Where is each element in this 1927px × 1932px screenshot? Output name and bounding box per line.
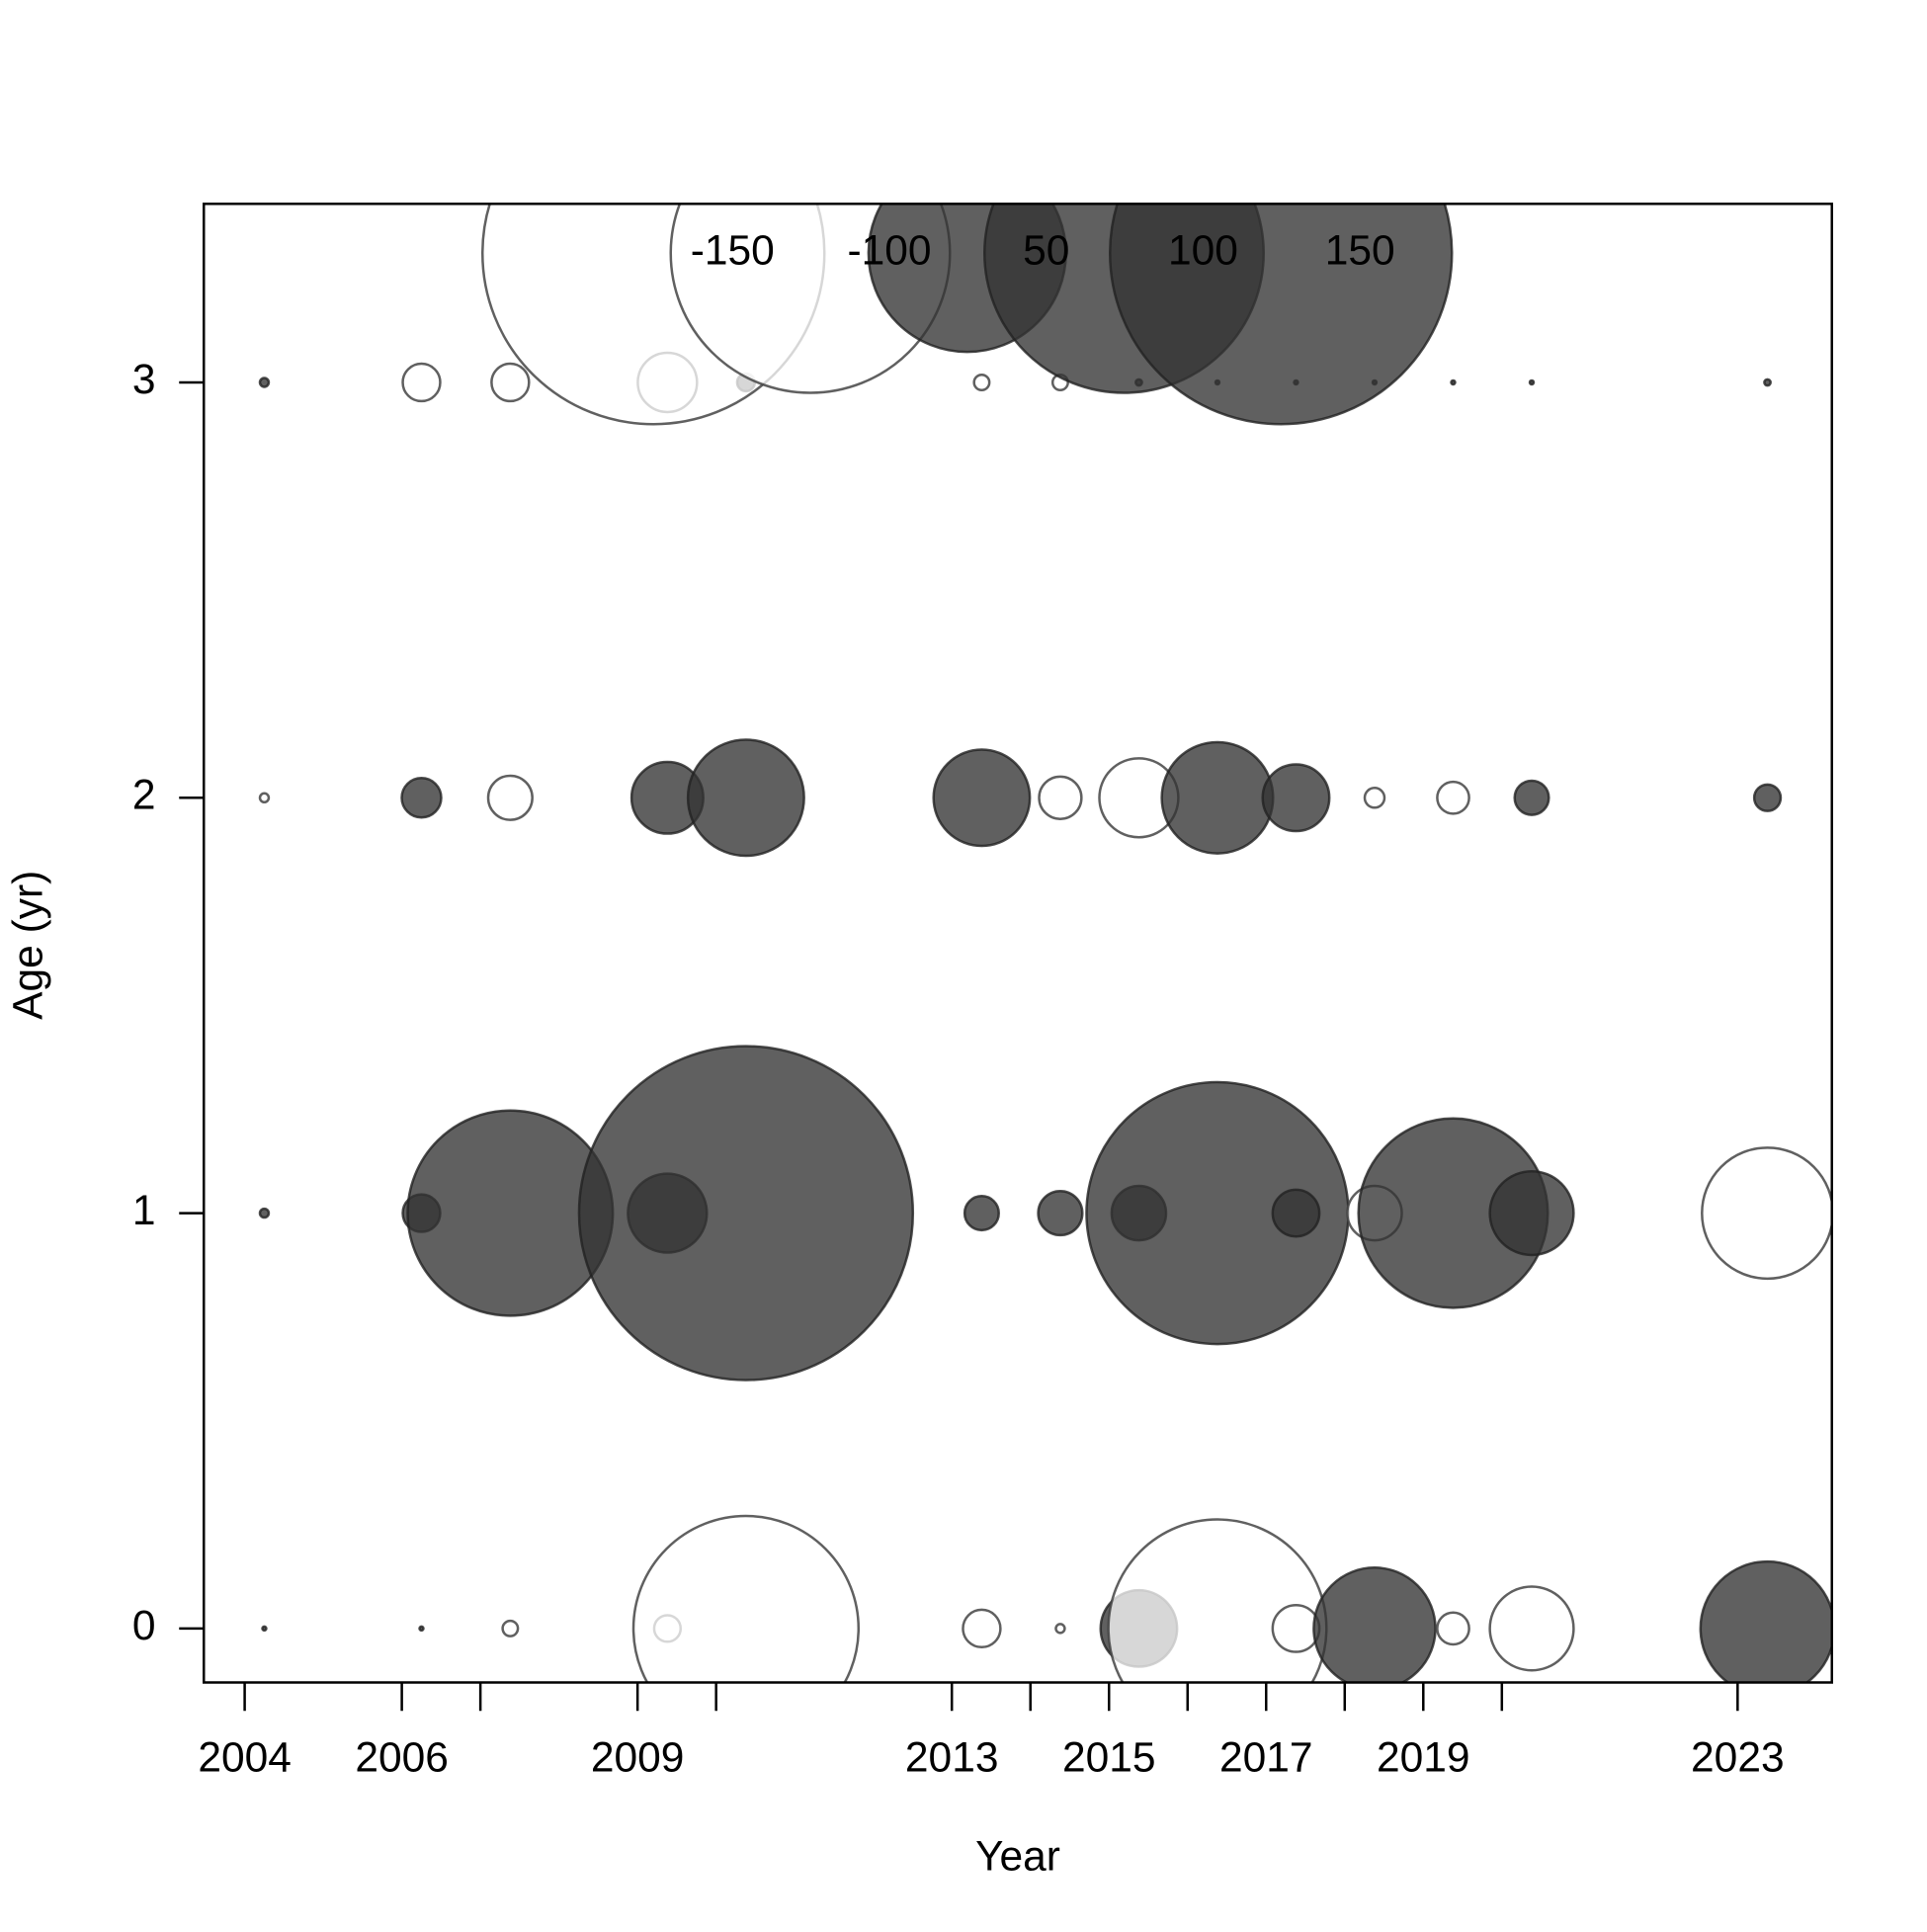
bubble bbox=[400, 777, 443, 819]
plot-frame bbox=[203, 203, 1833, 1684]
bubble bbox=[261, 1625, 268, 1633]
bubble bbox=[1038, 775, 1083, 820]
y-tick-label: 0 bbox=[132, 1603, 156, 1649]
bubble bbox=[631, 1514, 860, 1683]
bubble bbox=[1701, 1146, 1832, 1281]
bubble bbox=[963, 1195, 1000, 1232]
bubble bbox=[501, 1619, 520, 1638]
bubble bbox=[1261, 763, 1331, 833]
bubble bbox=[490, 362, 531, 403]
legend-label: -150 bbox=[691, 227, 775, 274]
plot-area bbox=[258, 204, 1832, 1683]
bubble bbox=[258, 792, 271, 803]
bubble bbox=[1488, 1169, 1575, 1257]
bubble bbox=[1054, 1623, 1066, 1635]
bubble bbox=[1763, 378, 1772, 387]
y-tick-label: 3 bbox=[132, 357, 156, 403]
bubble bbox=[1160, 740, 1275, 855]
x-tick-label: 2013 bbox=[905, 1734, 999, 1781]
bubble bbox=[1436, 1611, 1470, 1646]
bubble bbox=[1312, 1566, 1437, 1683]
x-tick-label: 2009 bbox=[591, 1734, 685, 1781]
legend-label: 150 bbox=[1325, 227, 1395, 274]
bubble bbox=[972, 373, 991, 391]
bubble bbox=[1271, 1603, 1321, 1653]
x-tick-label: 2004 bbox=[198, 1734, 292, 1781]
x-tick-label: 2006 bbox=[355, 1734, 449, 1781]
bubble bbox=[932, 748, 1032, 848]
legend-label: -100 bbox=[847, 227, 931, 274]
x-tick-label: 2023 bbox=[1691, 1734, 1785, 1781]
bubble bbox=[962, 1608, 1002, 1649]
bubble bbox=[1699, 1559, 1832, 1683]
bubble bbox=[1488, 1585, 1575, 1672]
bubble bbox=[1450, 378, 1457, 386]
bubble bbox=[258, 1207, 271, 1219]
legend-label: 100 bbox=[1168, 227, 1238, 274]
bubble bbox=[258, 377, 271, 388]
legend-bubble bbox=[1109, 204, 1454, 426]
bubble bbox=[577, 1045, 915, 1382]
y-tick-label: 1 bbox=[132, 1188, 156, 1234]
bubble bbox=[401, 362, 442, 403]
x-axis-label: Year bbox=[975, 1833, 1060, 1880]
legend-label: 50 bbox=[1023, 227, 1069, 274]
bubble bbox=[686, 738, 805, 858]
bubble bbox=[1271, 1188, 1321, 1238]
bubble bbox=[1436, 780, 1470, 815]
bubble bbox=[1513, 779, 1550, 816]
y-tick-label: 2 bbox=[132, 773, 156, 819]
bubble bbox=[1037, 1189, 1084, 1237]
x-tick-label: 2019 bbox=[1377, 1734, 1470, 1781]
x-tick-label: 2017 bbox=[1219, 1734, 1313, 1781]
bubble bbox=[418, 1625, 425, 1633]
bubble bbox=[1752, 783, 1783, 812]
x-tick-label: 2015 bbox=[1062, 1734, 1156, 1781]
bubble bbox=[486, 774, 534, 821]
bubble bbox=[1363, 787, 1386, 809]
y-axis-label: Age (yr) bbox=[5, 871, 51, 1020]
bubble bbox=[1528, 378, 1536, 386]
